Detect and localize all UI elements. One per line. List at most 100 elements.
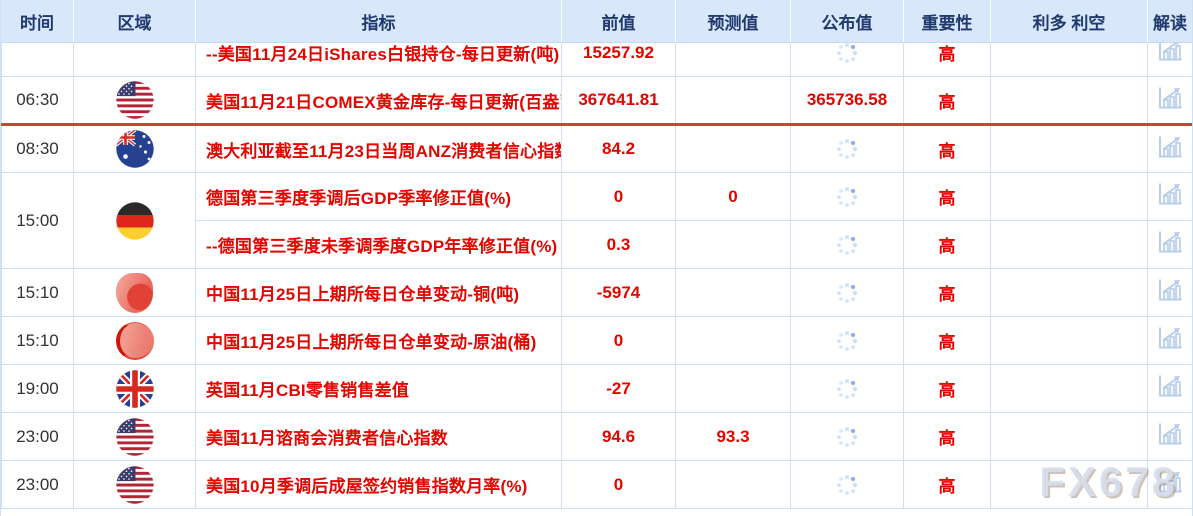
column-header: 区域 [74,0,196,42]
indicator-link[interactable]: 美国11月21日COMEX黄金库存-每日更新(百盎司) [195,76,562,126]
chart-analysis-icon[interactable] [1157,229,1184,255]
event-row: 15:10 中国11月25日上期所每日仓单变动-铜(吨) -5974 高 [1,268,1192,317]
cn-flag-blurred-icon [116,272,153,313]
event-row: 06:30 美国11月21日COMEX黄金库存-每日更新(百盎司) 367641.… [1,76,1192,126]
loading-spinner-icon [845,339,849,343]
interpret-cell[interactable] [1147,364,1192,413]
indicator-link[interactable]: 中国11月25日上期所每日仓单变动-铜(吨) [195,268,562,317]
chart-analysis-icon[interactable] [1157,37,1184,63]
actual-value [790,364,904,413]
interpret-cell[interactable] [1147,172,1192,221]
previous-value: -27 [561,364,676,413]
table-header: 时间 区域 指标 前值 预测值 公布值 重要性 利多 利空 解读 [1,0,1192,43]
bullish-bearish-cell [990,364,1148,413]
indicator-link[interactable]: 中国11月25日上期所每日仓单变动-原油(桶) [195,316,562,365]
column-header: 时间 [1,0,74,42]
chart-analysis-icon[interactable] [1157,181,1184,207]
chart-analysis-icon[interactable] [1157,85,1184,111]
actual-value: 365736.58 [790,76,904,126]
importance-level: 高 [903,220,991,269]
forecast-value: 93.3 [675,412,791,461]
forecast-value [675,76,791,126]
actual-value [790,172,904,221]
event-row: 19:00 英国11月CBI零售销售差值 -27 高 [1,364,1192,413]
region-flag-cell [73,172,196,269]
interpret-cell[interactable] [1147,76,1192,126]
interpret-cell[interactable] [1147,316,1192,365]
forecast-value [675,124,791,173]
indicator-link[interactable]: 英国11月CBI零售销售差值 [195,364,562,413]
interpret-cell[interactable] [1147,268,1192,317]
region-flag-cell [73,412,196,461]
interpret-cell[interactable] [1147,412,1192,461]
chart-analysis-icon[interactable] [1157,277,1184,303]
column-header: 解读 [1153,13,1187,33]
indicator-link[interactable]: 德国第三季度季调后GDP季率修正值(%) [195,172,562,221]
loading-spinner-icon [845,243,849,247]
interpret-cell[interactable] [1147,460,1192,509]
forecast-value [675,268,791,317]
event-rows: --美国11月24日iShares白银持仓-每日更新(吨) 15257.92 高 0… [1,28,1192,509]
column-header: 重要性 [904,0,991,42]
actual-value [790,220,904,269]
loading-spinner-icon [845,195,849,199]
calendar-table: --美国11月24日iShares白银持仓-每日更新(吨) 15257.92 高 0… [1,28,1192,509]
forecast-value: 0 [675,172,791,221]
column-header: 指标 [196,0,562,42]
cn-flag-blurred-icon [115,321,154,360]
previous-value: 84.2 [561,124,676,173]
chart-analysis-icon[interactable] [1157,134,1184,160]
table-body-scroll-area[interactable]: --美国11月24日iShares白银持仓-每日更新(吨) 15257.92 高 0… [1,28,1192,509]
previous-value: 0.3 [561,220,676,269]
region-flag-cell [73,268,196,317]
loading-spinner-icon [845,435,849,439]
importance-level: 高 [903,172,991,221]
event-row: 08:30 澳大利亚截至11月23日当周ANZ消费者信心指数 84.2 高 [1,124,1192,173]
forecast-value [675,316,791,365]
previous-value: 367641.81 [561,76,676,126]
indicator-link[interactable]: 美国10月季调后成屋签约销售指数月率(%) [195,460,562,509]
loading-spinner-icon [845,291,849,295]
au-flag-icon [115,130,154,168]
interpret-cell[interactable] [1147,124,1192,173]
previous-value: 0 [561,172,676,221]
previous-value: 0 [561,460,676,509]
previous-value: 0 [561,316,676,365]
region-flag-cell [73,76,196,126]
actual-value [790,412,904,461]
column-header: 前值 [562,0,676,42]
bullish-bearish-cell [990,172,1148,221]
indicator-link[interactable]: 美国11月谘商会消费者信心指数 [195,412,562,461]
event-time: 23:00 [1,412,74,461]
event-time: 06:30 [1,76,74,126]
loading-spinner-icon [845,483,849,487]
importance-level: 高 [903,76,991,126]
indicator-link[interactable]: 澳大利亚截至11月23日当周ANZ消费者信心指数 [195,124,562,173]
bullish-bearish-cell [990,268,1148,317]
indicator-link[interactable]: --德国第三季度未季调季度GDP年率修正值(%) [195,220,562,269]
event-time: 15:10 [1,316,74,365]
actual-value [790,268,904,317]
bullish-bearish-cell [990,220,1148,269]
column-header: 公布值 [791,0,904,42]
interpret-cell[interactable] [1147,220,1192,269]
importance-level: 高 [903,412,991,461]
actual-value [790,316,904,365]
event-row: --德国第三季度未季调季度GDP年率修正值(%) 0.3 高 [2,220,1192,269]
forecast-value [675,364,791,413]
event-row: 23:00 美国11月谘商会消费者信心指数 94.6 93.3 高 [1,412,1192,461]
us-flag-icon [115,465,154,504]
forecast-value [675,460,791,509]
loading-spinner-icon [845,51,849,55]
bullish-bearish-cell [990,124,1148,173]
event-row: 23:00 美国10月季调后成屋签约销售指数月率(%) 0 高 [1,460,1192,509]
chart-analysis-icon[interactable] [1157,421,1184,447]
importance-level: 高 [903,268,991,317]
chart-analysis-icon[interactable] [1157,373,1184,399]
chart-analysis-icon[interactable] [1157,325,1184,351]
chart-analysis-icon[interactable] [1157,469,1184,495]
de-flag-icon [115,201,154,240]
region-flag-cell [73,124,196,173]
bullish-bearish-cell [990,460,1148,509]
